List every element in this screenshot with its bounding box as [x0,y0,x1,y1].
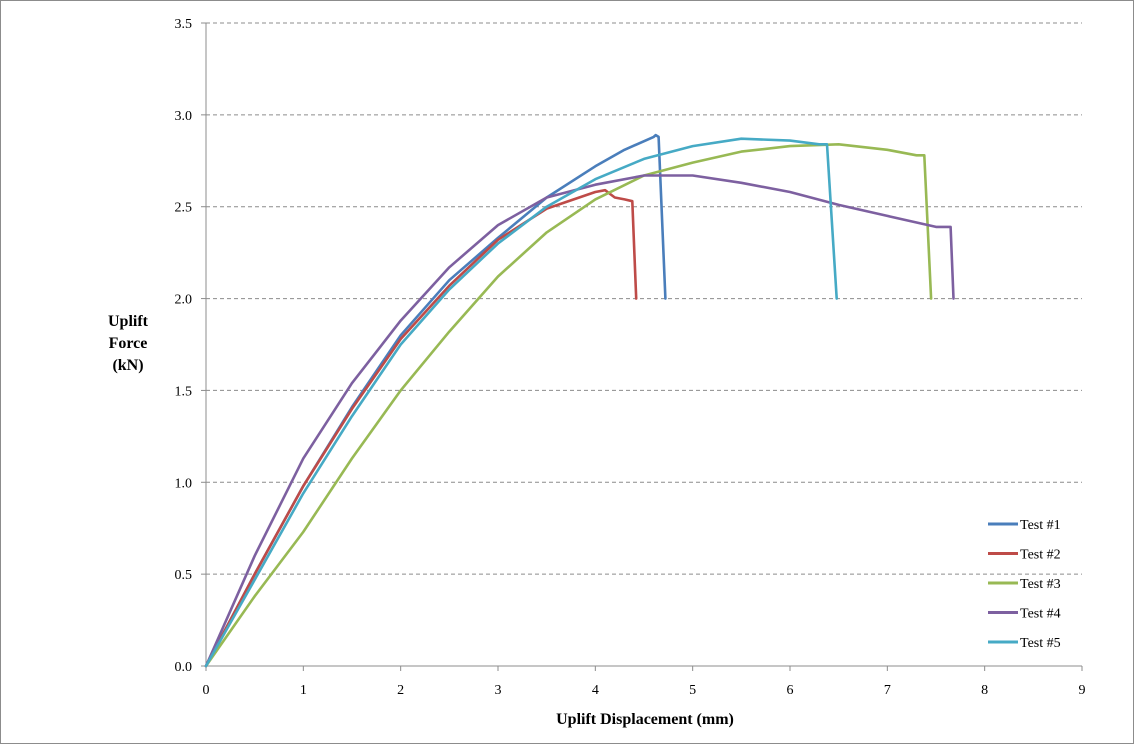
legend-label: Test #1 [1020,518,1061,533]
x-tick-label: 3 [495,683,502,698]
x-tick-label: 5 [689,683,696,698]
series-line [204,188,638,668]
y-tick-label: 0.5 [175,568,193,583]
y-axis-title-line: Uplift [108,313,149,330]
y-tick-label: 1.0 [175,476,193,491]
x-tick-label: 0 [203,683,210,698]
x-axis-title: Uplift Displacement (mm) [556,711,734,728]
y-axis-title-line: Force [109,335,148,352]
series-line [204,143,933,668]
axes [201,22,1083,671]
y-axis-title: Uplift Force (kN) [108,313,149,374]
x-tick-label: 1 [300,683,307,698]
y-tick-label: 3.0 [175,109,193,124]
x-tick-label: 7 [884,683,891,698]
series-line [204,174,955,668]
series-lines [204,133,955,668]
x-tick-label: 8 [981,683,988,698]
y-tick-label: 2.5 [175,201,193,216]
x-tick-label: 4 [592,683,599,698]
y-tick-label: 3.5 [175,17,193,32]
x-tick-label: 6 [787,683,794,698]
gridlines [206,22,1082,575]
legend-label: Test #2 [1020,548,1061,563]
legend-label: Test #4 [1020,607,1061,622]
legend: Test #1 Test #2 Test #3 Test #4 Test #5 [988,518,1061,651]
series-line [204,133,667,668]
y-tick-label: 2.0 [175,293,193,308]
x-tick-label: 2 [397,683,404,698]
x-tick-labels: 0 1 2 3 4 5 6 7 8 9 [203,683,1086,698]
y-tick-label: 0.0 [175,660,193,675]
y-tick-label: 1.5 [175,384,193,399]
legend-label: Test #5 [1020,636,1061,651]
legend-label: Test #3 [1020,577,1061,592]
y-tick-labels: 0.0 0.5 1.0 1.5 2.0 2.5 3.0 3.5 [175,17,193,675]
series-line [204,137,838,668]
y-axis-title-line: (kN) [112,357,143,374]
x-tick-label: 9 [1079,683,1086,698]
